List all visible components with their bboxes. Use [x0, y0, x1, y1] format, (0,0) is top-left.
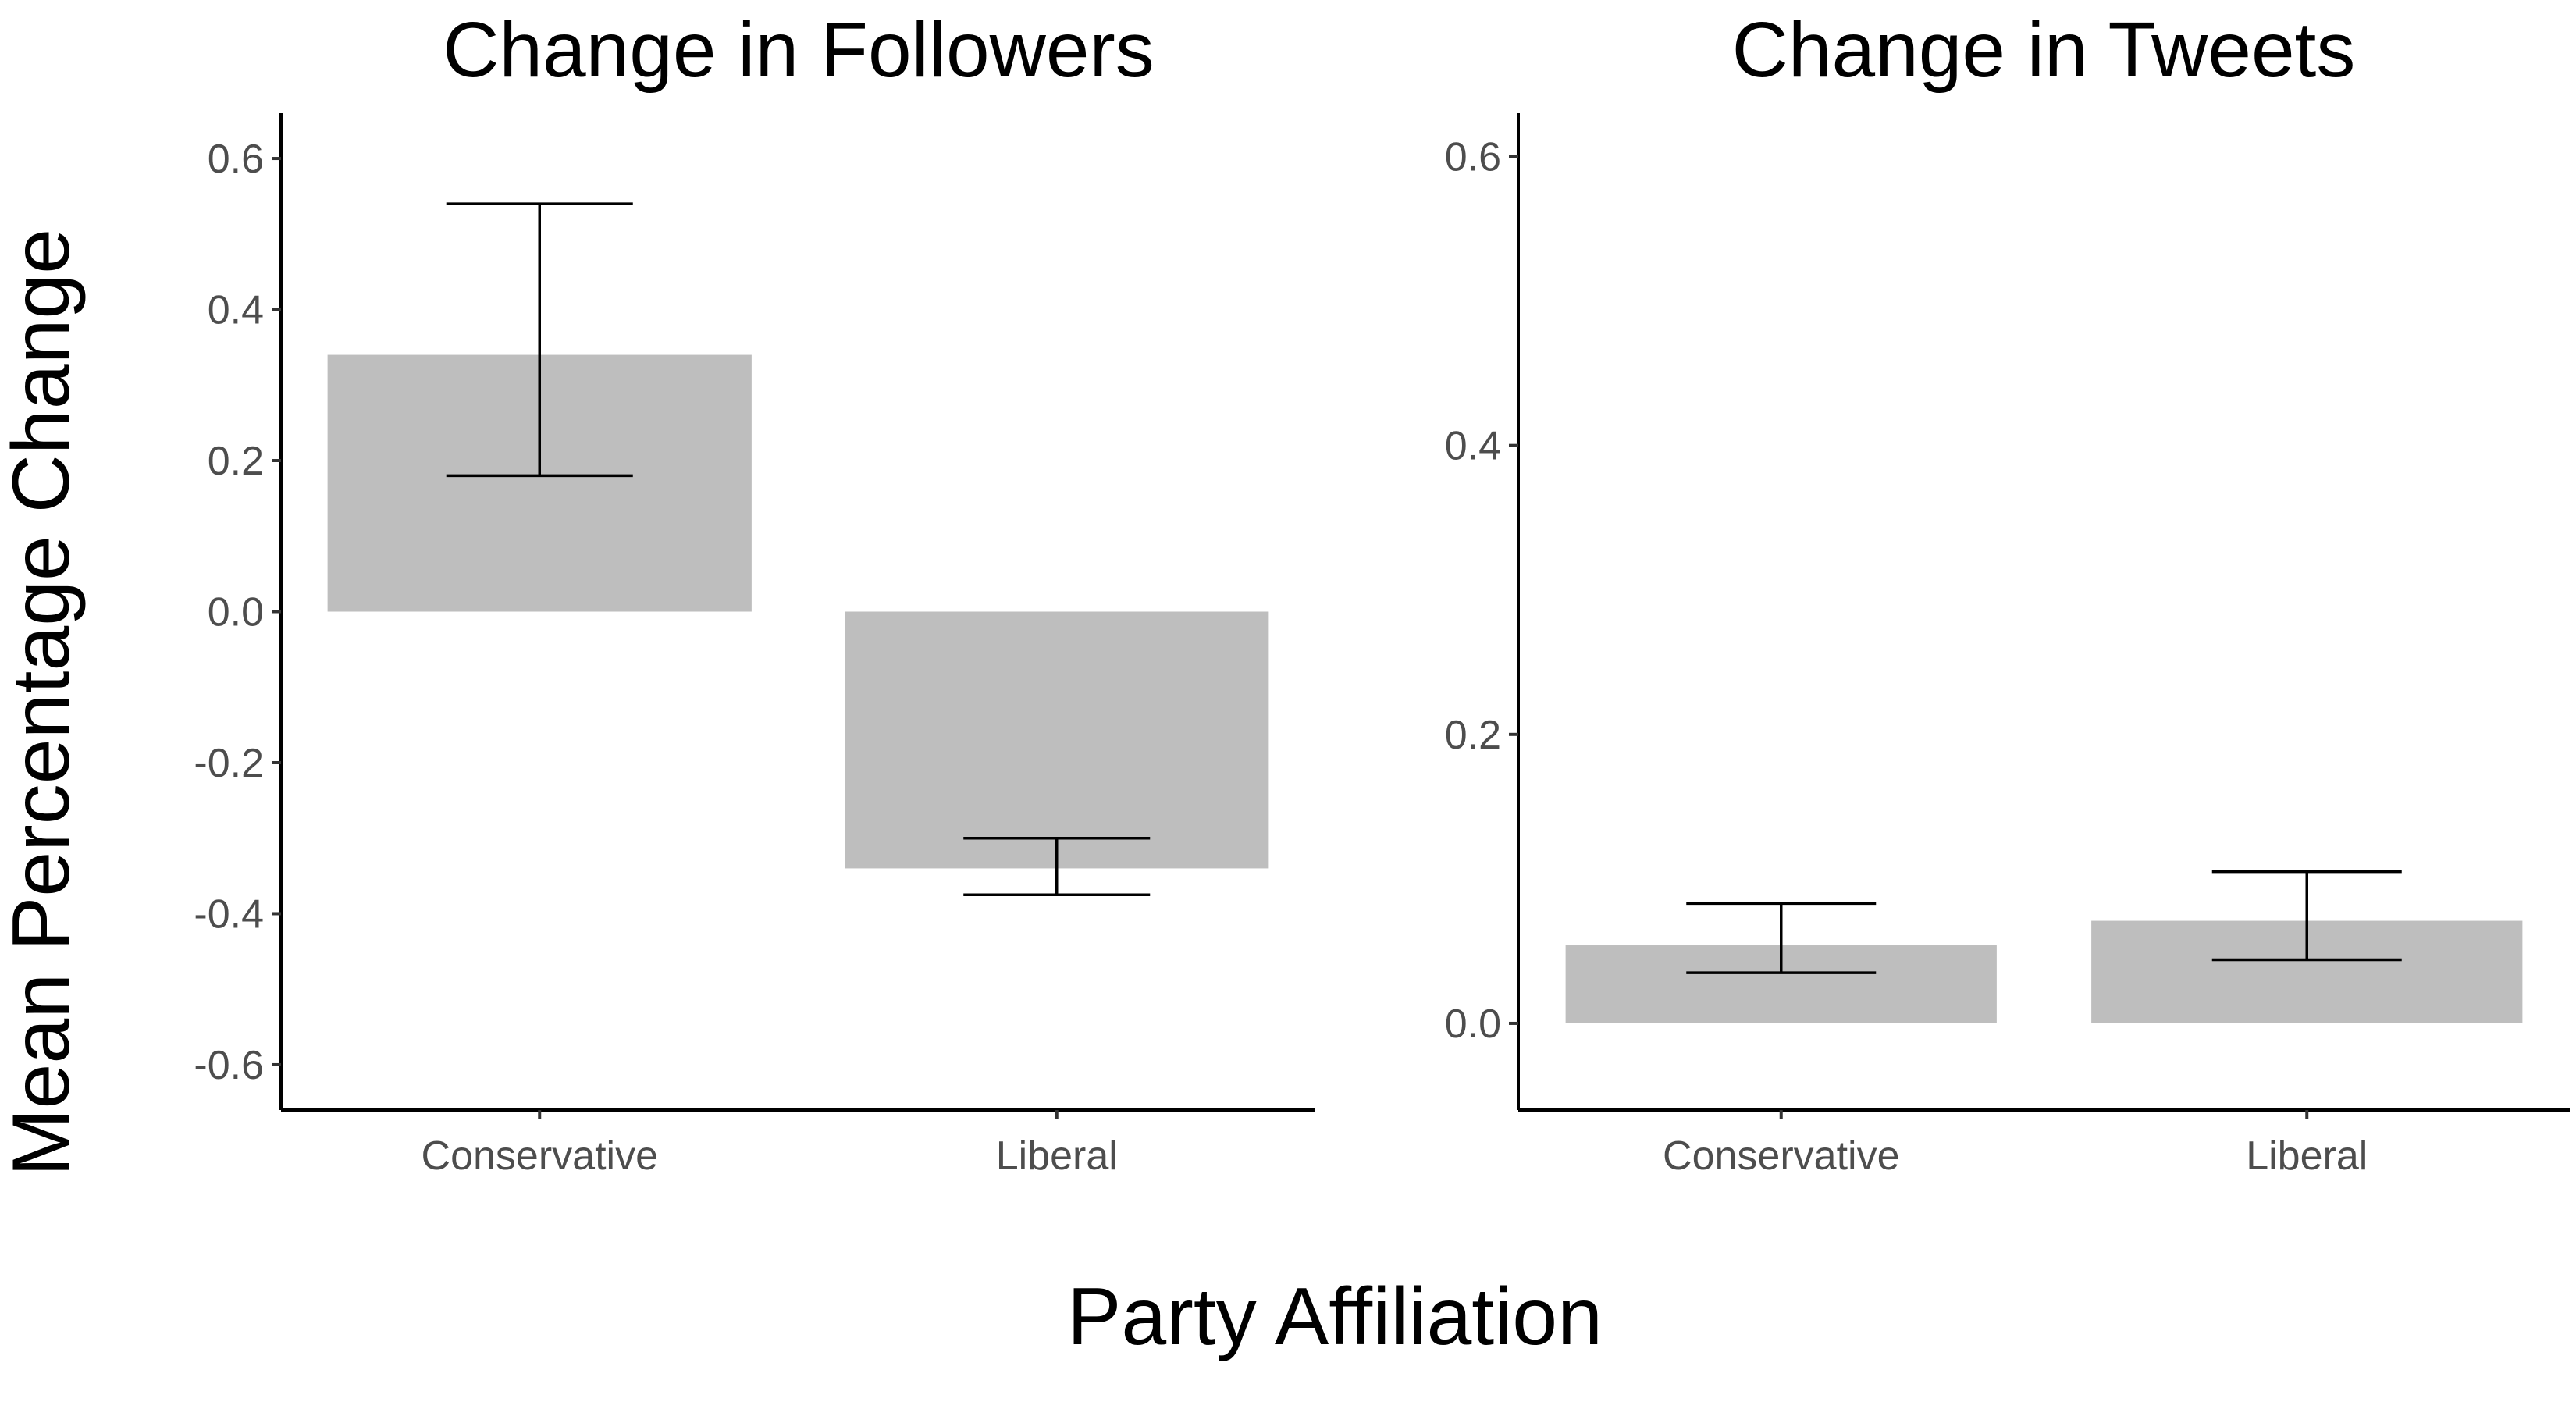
y-tick-label: 0.6: [1445, 135, 1501, 180]
y-tick-label: 0.4: [1445, 424, 1501, 469]
panel-title: Change in Followers: [443, 6, 1155, 94]
y-tick-label: 0.0: [208, 590, 264, 635]
y-tick-label: -0.2: [194, 741, 264, 786]
panel-1: Change in Followers -0.6 -0.4 -0.2 0.0 0.2 0.4…: [194, 6, 1315, 1179]
x-axis-title: Party Affiliation: [1067, 1272, 1603, 1362]
x-tick-label: Liberal: [996, 1133, 1118, 1179]
y-tick-label: -0.4: [194, 891, 264, 937]
x-tick-label: Liberal: [2246, 1133, 2368, 1179]
y-tick-label: 0.6: [208, 137, 264, 182]
panel-title: Change in Tweets: [1732, 6, 2356, 94]
y-tick-label: 0.0: [1445, 1002, 1501, 1047]
y-tick-label: 0.4: [208, 288, 264, 333]
x-tick-label: Conservative: [1663, 1133, 1899, 1179]
x-tick-label: Conservative: [422, 1133, 658, 1179]
y-tick-label: 0.2: [208, 439, 264, 484]
y-tick-label: 0.2: [1445, 713, 1501, 758]
y-axis-title: Mean Percentage Change: [0, 229, 87, 1176]
bar-liberal: [845, 611, 1269, 869]
panel-2: Change in Tweets 0.0 0.2 0.4 0.6 Conservative…: [1445, 6, 2570, 1179]
y-tick-label: -0.6: [194, 1043, 264, 1088]
